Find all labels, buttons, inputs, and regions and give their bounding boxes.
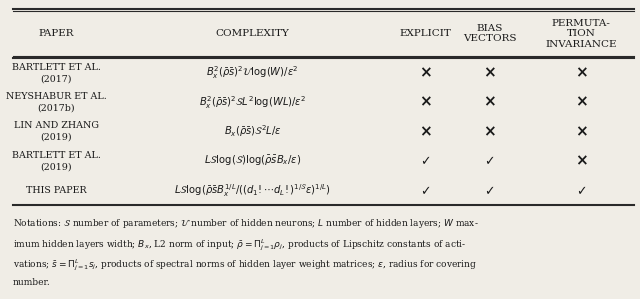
Text: $\checkmark$: $\checkmark$ (420, 184, 431, 197)
Text: NEYSHABUR ET AL.: NEYSHABUR ET AL. (6, 92, 107, 101)
Text: COMPLEXITY: COMPLEXITY (216, 29, 290, 38)
Text: EXPLICIT: EXPLICIT (399, 29, 452, 38)
Text: $L\mathcal{S}\log(\mathcal{S})\log(\bar{\rho}\bar{s}B_x/\epsilon)$: $L\mathcal{S}\log(\mathcal{S})\log(\bar{… (204, 154, 301, 168)
Text: number.: number. (13, 278, 51, 287)
Text: $\boldsymbol{\times}$: $\boldsymbol{\times}$ (483, 65, 496, 80)
Text: THIS PAPER: THIS PAPER (26, 186, 86, 195)
Text: BARTLETT ET AL.: BARTLETT ET AL. (12, 151, 100, 160)
Text: $\boldsymbol{\times}$: $\boldsymbol{\times}$ (483, 95, 496, 110)
Text: $\boldsymbol{\times}$: $\boldsymbol{\times}$ (575, 65, 588, 80)
Text: BIAS
VECTORS: BIAS VECTORS (463, 24, 516, 43)
Text: imum hidden layers width; $B_x$, L2 norm of input; $\bar{\rho} = \Pi_{j=1}^L \rh: imum hidden layers width; $B_x$, L2 norm… (13, 237, 466, 253)
Text: PAPER: PAPER (38, 29, 74, 38)
Text: $\boldsymbol{\times}$: $\boldsymbol{\times}$ (483, 124, 496, 139)
Text: $\checkmark$: $\checkmark$ (420, 154, 431, 167)
Text: $\boldsymbol{\times}$: $\boldsymbol{\times}$ (419, 95, 432, 110)
Text: $\boldsymbol{\times}$: $\boldsymbol{\times}$ (575, 153, 588, 168)
Text: LIN AND ZHANG: LIN AND ZHANG (14, 121, 99, 130)
Text: vations; $\bar{s} = \Pi_{j=1}^L s_j$, products of spectral norms of hidden layer: vations; $\bar{s} = \Pi_{j=1}^L s_j$, pr… (13, 257, 477, 273)
Text: $\checkmark$: $\checkmark$ (484, 154, 495, 167)
Text: $B_x^2(\bar{\rho}\bar{s})^2\mathcal{U}\log(W)/\epsilon^2$: $B_x^2(\bar{\rho}\bar{s})^2\mathcal{U}\l… (207, 65, 299, 81)
Text: PERMUTA-
TION
INVARIANCE: PERMUTA- TION INVARIANCE (545, 19, 617, 48)
Text: $\checkmark$: $\checkmark$ (576, 184, 586, 197)
Text: $B_x(\bar{\rho}\bar{s})\mathcal{S}^2L/\epsilon$: $B_x(\bar{\rho}\bar{s})\mathcal{S}^2L/\e… (224, 124, 282, 139)
Text: (2017b): (2017b) (38, 103, 75, 112)
Text: (2019): (2019) (40, 133, 72, 142)
Text: $B_x^2(\bar{\rho}\bar{s})^2\mathcal{S}L^2\log(WL)/\epsilon^2$: $B_x^2(\bar{\rho}\bar{s})^2\mathcal{S}L^… (199, 94, 307, 111)
Text: BARTLETT ET AL.: BARTLETT ET AL. (12, 63, 100, 72)
Text: (2017): (2017) (40, 74, 72, 83)
Text: $\boldsymbol{\times}$: $\boldsymbol{\times}$ (419, 65, 432, 80)
Text: (2019): (2019) (40, 162, 72, 171)
Text: $\boldsymbol{\times}$: $\boldsymbol{\times}$ (575, 95, 588, 110)
Text: Notations: $\mathcal{S}$ number of parameters; $\mathcal{U}$ number of hidden ne: Notations: $\mathcal{S}$ number of param… (13, 217, 479, 230)
Text: $L\mathcal{S}\log(\bar{\rho}\bar{s}B_x^{1/L}/((d_1!\cdots d_L!)^{1/\mathcal{S}}\: $L\mathcal{S}\log(\bar{\rho}\bar{s}B_x^{… (174, 182, 332, 199)
Text: $\checkmark$: $\checkmark$ (484, 184, 495, 197)
Text: $\boldsymbol{\times}$: $\boldsymbol{\times}$ (419, 124, 432, 139)
Text: $\boldsymbol{\times}$: $\boldsymbol{\times}$ (575, 124, 588, 139)
